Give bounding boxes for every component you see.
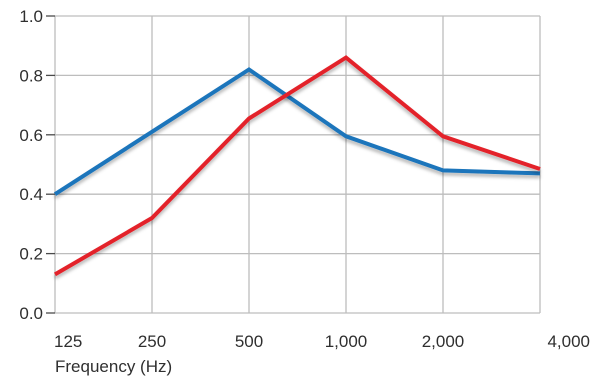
x-axis-title: Frequency (Hz) (55, 357, 172, 376)
y-tick-label: 0.2 (19, 245, 43, 264)
series-line-2 (53, 55, 541, 277)
x-tick-label: 250 (138, 332, 166, 351)
x-tick-label: 500 (235, 332, 263, 351)
x-tick-label: 125 (54, 332, 82, 351)
y-tick-label: 0.4 (19, 185, 43, 204)
x-tick-label: 4,000 (547, 332, 590, 351)
x-axis-ticks: 125 250 500 1,000 2,000 4,000 (54, 332, 590, 351)
y-tick-label: 1.0 (19, 7, 43, 26)
y-tick-label: 0.6 (19, 126, 43, 145)
x-tick-label: 2,000 (422, 332, 465, 351)
x-tick-label: 1,000 (325, 332, 368, 351)
y-tick-label: 0.0 (19, 304, 43, 323)
series-line-1 (53, 67, 541, 196)
y-axis-ticks: 0.0 0.2 0.4 0.6 0.8 1.0 (19, 7, 55, 323)
series-lines (53, 55, 541, 277)
grid-lines (54, 15, 541, 314)
y-tick-label: 0.8 (19, 66, 43, 85)
